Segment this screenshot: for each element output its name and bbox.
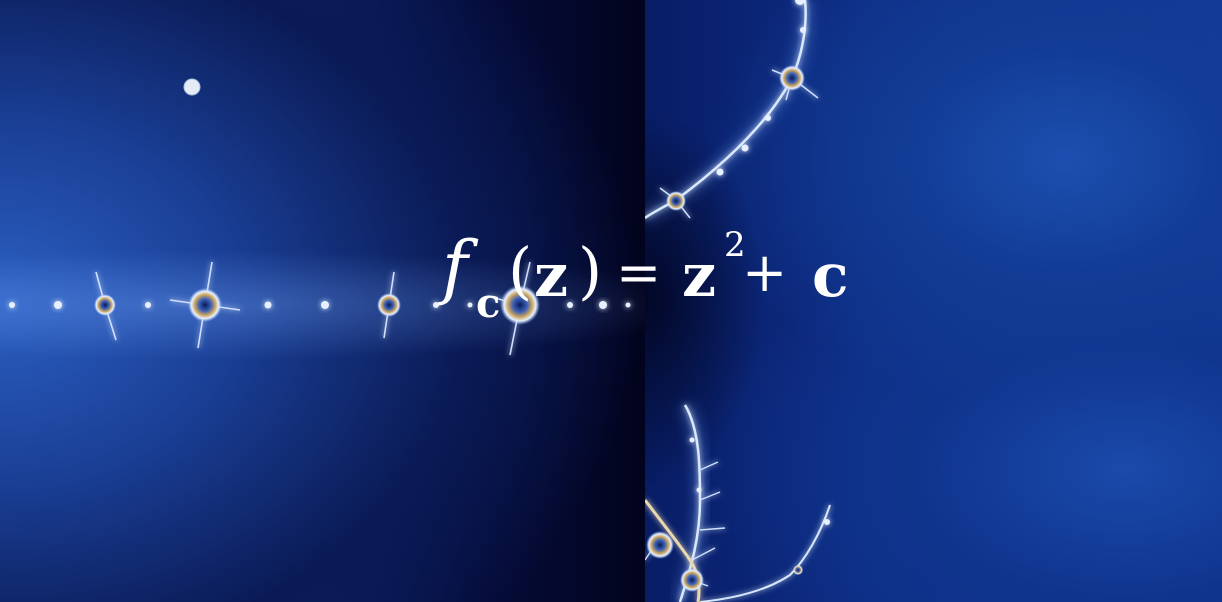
mandelbrot-filament [0, 78, 645, 356]
light-dot [183, 78, 201, 96]
julia-panel [645, 0, 1222, 602]
julia-filaments [645, 0, 831, 602]
